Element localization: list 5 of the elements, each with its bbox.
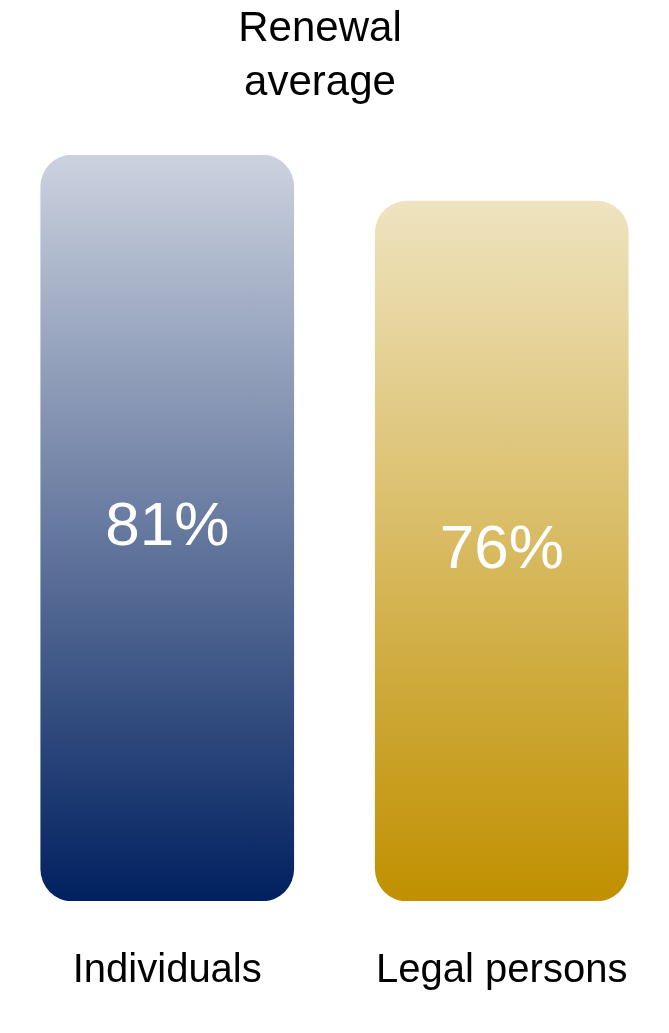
data-label: 81% [105, 489, 230, 559]
x-tick-label: Individuals [72, 946, 262, 991]
x-tick-label: Legal persons [376, 946, 628, 991]
chart-title: Renewal average [237, 2, 403, 106]
data-label: 76% [439, 512, 564, 582]
